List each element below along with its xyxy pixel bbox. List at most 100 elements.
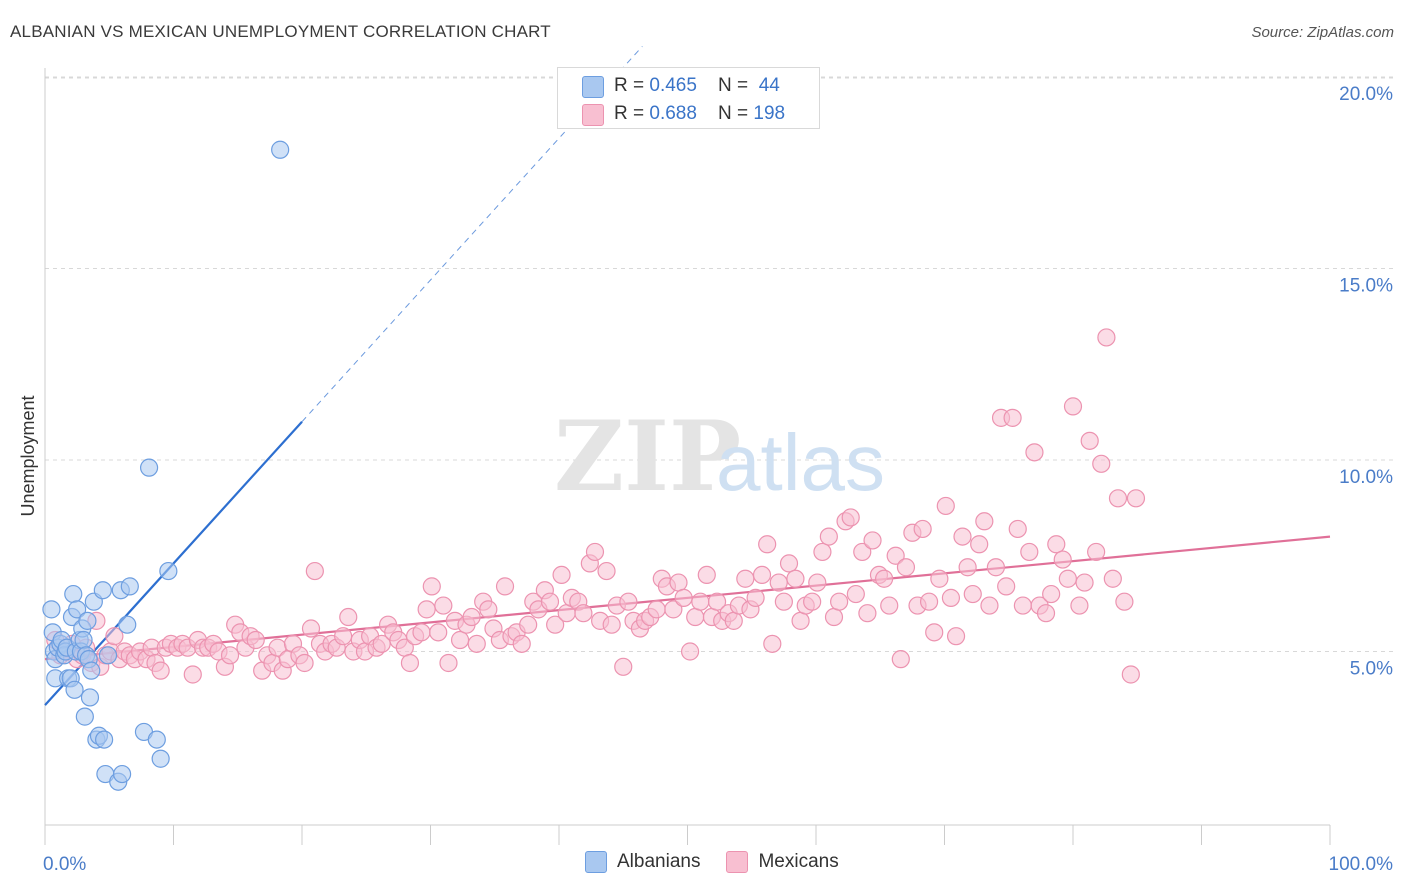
point-albanians xyxy=(151,749,170,768)
chart-title: ALBANIAN VS MEXICAN UNEMPLOYMENT CORRELA… xyxy=(10,22,551,41)
point-mexicans xyxy=(970,535,989,554)
point-mexicans xyxy=(946,627,966,646)
point-mexicans xyxy=(597,561,616,581)
point-albanians xyxy=(68,600,87,619)
point-mexicans xyxy=(886,546,905,565)
point-mexicans xyxy=(746,588,765,607)
point-mexicans xyxy=(1036,604,1056,623)
point-albanians xyxy=(95,730,114,749)
point-mexicans xyxy=(936,496,955,516)
point-mexicans xyxy=(707,592,727,611)
point-mexicans xyxy=(674,588,693,607)
point-mexicans xyxy=(724,611,743,630)
legend-swatch-mexicans xyxy=(726,851,749,873)
point-mexicans xyxy=(953,527,972,546)
point-albanians xyxy=(74,630,93,650)
point-mexicans xyxy=(1108,489,1128,508)
point-mexicans xyxy=(1103,569,1122,588)
point-albanians xyxy=(75,707,94,726)
point-albanians xyxy=(42,600,61,619)
mexicans-n-value: 198 xyxy=(753,103,786,124)
point-mexicans xyxy=(339,607,358,627)
point-mexicans xyxy=(439,653,458,673)
mexicans-n-label: N = xyxy=(718,103,754,124)
point-mexicans xyxy=(986,558,1006,577)
point-mexicans xyxy=(151,661,170,680)
point-mexicans xyxy=(791,611,810,630)
stats-legend-box: R = 0.465 N = 44 R = 0.688 N = 198 xyxy=(557,67,820,129)
point-mexicans xyxy=(619,592,638,611)
point-mexicans xyxy=(1063,397,1083,416)
point-mexicans xyxy=(779,554,799,573)
point-albanians xyxy=(78,611,97,630)
point-mexicans xyxy=(295,653,314,673)
point-mexicans xyxy=(963,584,982,604)
point-mexicans xyxy=(1097,328,1116,347)
point-albanians xyxy=(271,140,290,159)
point-mexicans xyxy=(880,596,899,615)
point-mexicans xyxy=(614,657,633,676)
albanians-r-value: 0.465 xyxy=(649,75,697,96)
point-mexicans xyxy=(400,653,420,673)
chart-source: Source: ZipAtlas.com xyxy=(1251,24,1394,41)
point-mexicans xyxy=(913,519,932,539)
point-mexicans xyxy=(412,623,431,642)
point-mexicans xyxy=(585,542,605,562)
mexicans-swatch xyxy=(582,104,604,126)
point-mexicans xyxy=(997,577,1016,596)
point-mexicans xyxy=(980,596,999,615)
y-tick-label: 10.0% xyxy=(1339,467,1393,488)
point-mexicans xyxy=(462,607,481,627)
point-mexicans xyxy=(1013,596,1032,615)
legend-item-albanians[interactable]: Albanians xyxy=(585,851,700,873)
point-albanians xyxy=(159,561,178,581)
legend-swatch-albanians xyxy=(585,851,607,873)
point-mexicans xyxy=(220,646,240,665)
point-mexicans xyxy=(774,592,793,611)
point-mexicans xyxy=(1075,573,1094,592)
point-mexicans xyxy=(1053,550,1072,569)
point-mexicans xyxy=(1047,535,1066,554)
point-mexicans xyxy=(769,573,788,592)
y-tick-label: 15.0% xyxy=(1339,276,1393,297)
point-mexicans xyxy=(495,577,515,596)
legend-label-mexicans: Mexicans xyxy=(758,851,839,872)
point-mexicans xyxy=(574,604,593,623)
point-albanians xyxy=(65,680,84,699)
point-mexicans xyxy=(512,634,531,653)
point-mexicans xyxy=(830,592,849,611)
point-albanians xyxy=(64,584,83,604)
point-mexicans xyxy=(691,592,710,611)
y-axis-label: Unemployment xyxy=(18,395,38,516)
point-mexicans xyxy=(846,584,865,604)
point-mexicans xyxy=(853,542,872,562)
point-mexicans xyxy=(786,569,805,588)
point-mexicans xyxy=(1070,596,1089,615)
point-mexicans xyxy=(808,573,827,592)
point-albanians xyxy=(93,581,112,600)
point-mexicans xyxy=(552,565,571,585)
point-mexicans xyxy=(763,634,782,653)
point-mexicans xyxy=(1115,592,1134,611)
albanians-r-label: R = xyxy=(614,75,650,96)
point-mexicans xyxy=(752,565,772,585)
x-tick-label: 100.0% xyxy=(1329,854,1394,875)
y-tick-label: 5.0% xyxy=(1350,659,1393,680)
point-mexicans xyxy=(540,592,560,611)
point-albanians xyxy=(98,646,118,665)
point-mexicans xyxy=(183,665,202,684)
point-mexicans xyxy=(919,592,939,611)
point-mexicans xyxy=(758,535,777,554)
legend-item-mexicans[interactable]: Mexicans xyxy=(726,851,839,873)
y-tick-label: 20.0% xyxy=(1339,84,1393,105)
point-mexicans xyxy=(975,512,994,531)
point-mexicans xyxy=(875,569,894,588)
point-mexicans xyxy=(858,604,877,623)
watermark-atlas: atlas xyxy=(716,418,885,507)
point-mexicans xyxy=(479,600,498,619)
albanians-n-value: 44 xyxy=(758,75,780,96)
point-mexicans xyxy=(841,508,860,527)
point-mexicans xyxy=(1042,584,1061,604)
point-mexicans xyxy=(1087,542,1106,562)
point-albanians xyxy=(147,730,166,749)
